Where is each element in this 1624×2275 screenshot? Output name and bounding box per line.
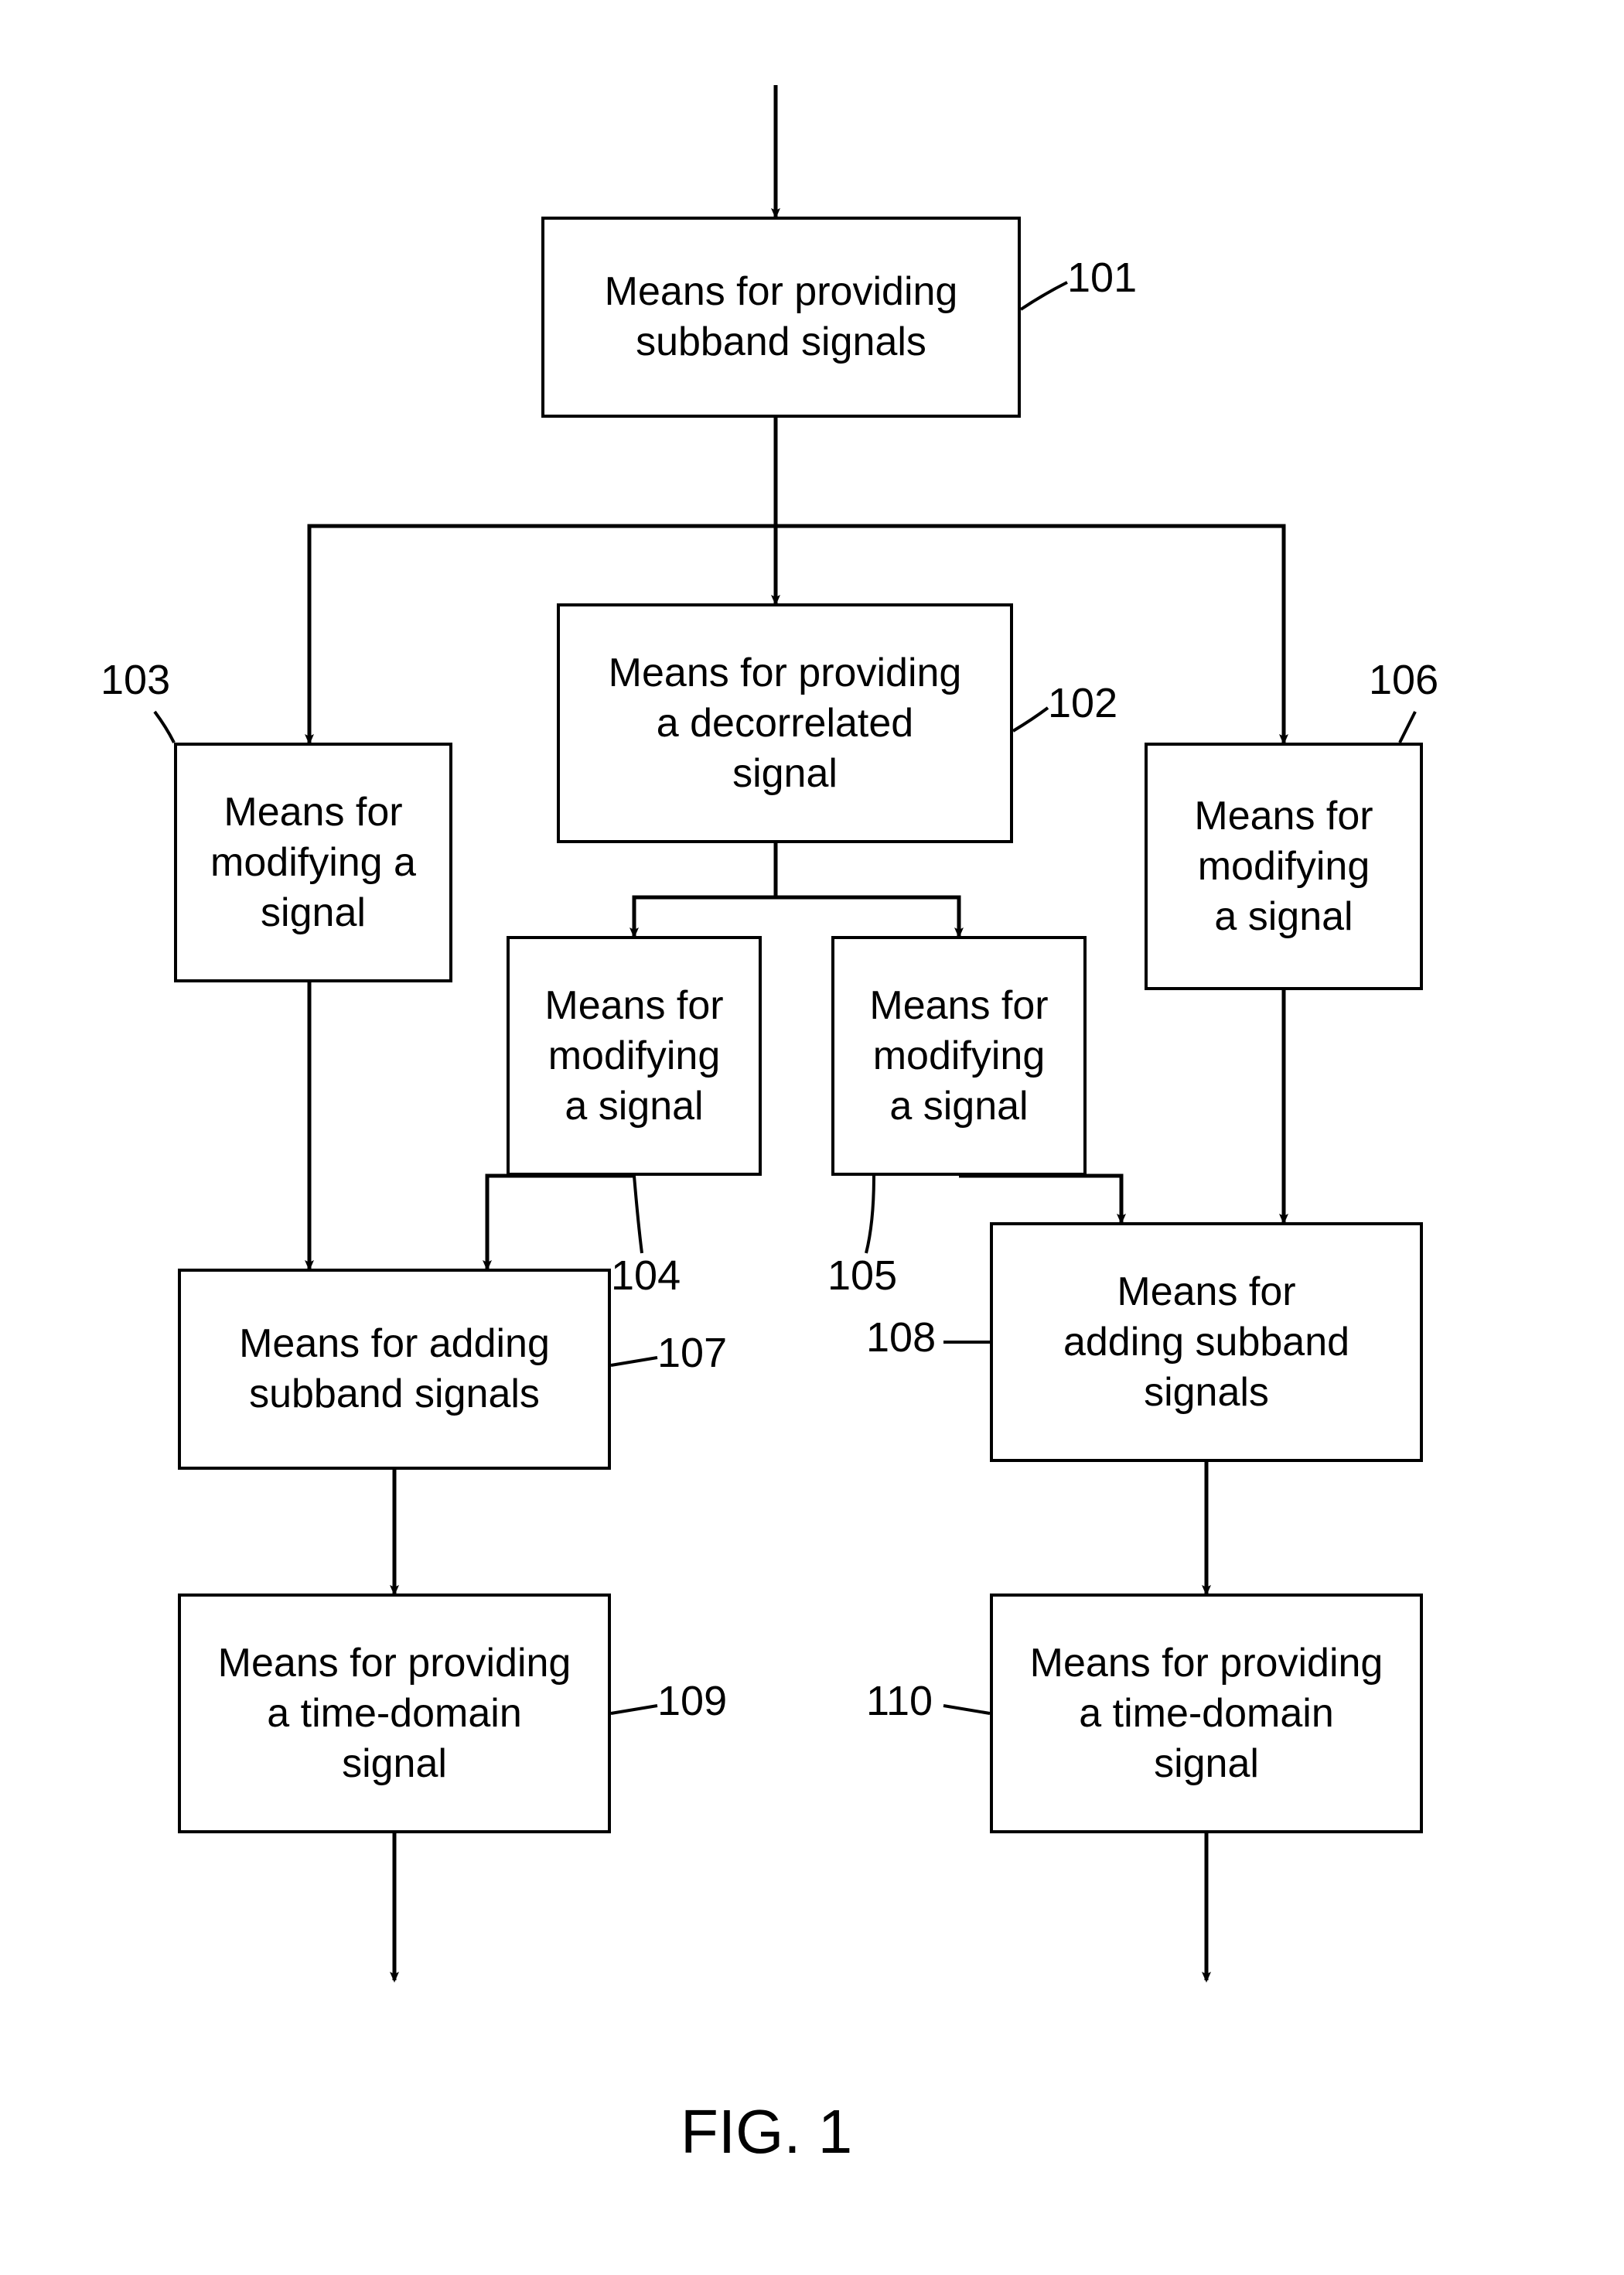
label-108: 108 <box>866 1315 936 1361</box>
node-105: Means formodifyinga signal <box>831 936 1087 1176</box>
node-text: Means formodifyinga signal <box>1194 791 1373 942</box>
node-text: Means for providinga decorrelatedsignal <box>609 648 962 799</box>
figure-caption: FIG. 1 <box>681 2096 852 2167</box>
diagram-canvas: Means for providingsubband signals Means… <box>0 0 1624 2275</box>
label-104: 104 <box>611 1253 681 1299</box>
node-108: Means foradding subbandsignals <box>990 1222 1423 1462</box>
label-110: 110 <box>866 1679 933 1724</box>
node-text: Means for providinga time-domainsignal <box>1030 1638 1383 1789</box>
node-text: Means formodifyinga signal <box>869 981 1048 1132</box>
node-102: Means for providinga decorrelatedsignal <box>557 603 1013 843</box>
node-text: Means for addingsubband signals <box>239 1319 550 1419</box>
node-text: Means for providingsubband signals <box>605 267 958 367</box>
node-text: Means formodifying asignal <box>210 787 416 938</box>
node-109: Means for providinga time-domainsignal <box>178 1594 611 1833</box>
label-103: 103 <box>101 658 170 703</box>
label-109: 109 <box>657 1679 727 1724</box>
label-105: 105 <box>827 1253 897 1299</box>
node-110: Means for providinga time-domainsignal <box>990 1594 1423 1833</box>
label-107: 107 <box>657 1330 727 1376</box>
node-101: Means for providingsubband signals <box>541 217 1021 418</box>
node-text: Means foradding subbandsignals <box>1063 1267 1349 1418</box>
node-text: Means for providinga time-domainsignal <box>218 1638 571 1789</box>
label-106: 106 <box>1369 658 1438 703</box>
node-106: Means formodifyinga signal <box>1145 743 1423 990</box>
node-104: Means formodifyinga signal <box>507 936 762 1176</box>
label-101: 101 <box>1067 255 1137 301</box>
node-text: Means formodifyinga signal <box>544 981 723 1132</box>
label-102: 102 <box>1048 681 1117 726</box>
node-103: Means formodifying asignal <box>174 743 452 982</box>
node-107: Means for addingsubband signals <box>178 1269 611 1470</box>
